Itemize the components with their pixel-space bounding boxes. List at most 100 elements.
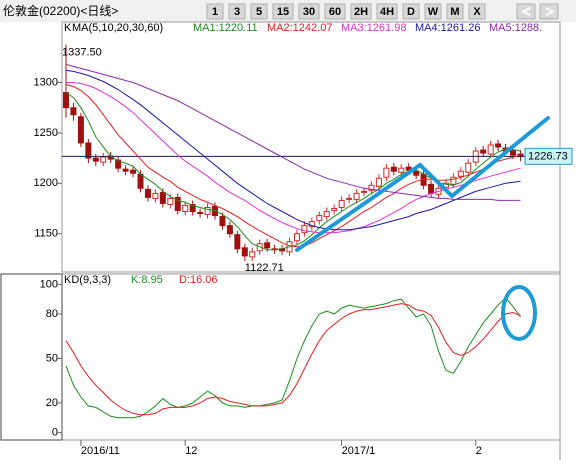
last-price-label: 1226.73	[528, 150, 568, 162]
candle-body	[368, 184, 375, 191]
period-button[interactable]	[272, 3, 294, 20]
legend-entry: MA1:1220.11	[193, 22, 258, 34]
y-tick-label: 0	[52, 426, 58, 438]
candle-body	[465, 162, 472, 173]
candle-body	[428, 183, 435, 194]
candle-body	[63, 92, 69, 109]
period-button[interactable]	[250, 3, 268, 20]
candle-body	[100, 156, 107, 163]
candle-body	[249, 251, 256, 258]
candle-body	[301, 225, 308, 234]
candle-body	[346, 197, 353, 200]
legend-entry: MA4:1261.26	[415, 22, 480, 34]
indicator-label: KD(9,3,3)	[64, 274, 111, 286]
candle-body	[316, 215, 323, 222]
period-button-label: D	[407, 6, 415, 18]
period-button-label: 4H	[380, 6, 394, 18]
candle-body	[197, 212, 204, 215]
candle-body	[189, 203, 196, 213]
candle-body	[480, 149, 487, 154]
kd-axis-frame	[0, 273, 63, 441]
candle-body	[122, 168, 129, 172]
candle-body	[152, 192, 159, 199]
period-button[interactable]	[206, 3, 224, 20]
period-button-label: W	[428, 6, 439, 18]
period-button[interactable]	[402, 3, 420, 20]
period-button[interactable]	[468, 3, 486, 20]
candle-body	[241, 247, 248, 257]
next-button[interactable]	[539, 3, 559, 20]
legend-entry: MA3:1261.98	[341, 22, 406, 34]
period-button[interactable]	[446, 3, 464, 20]
candle-body	[234, 234, 241, 250]
last-price-box	[524, 147, 573, 165]
period-button-label: X	[473, 6, 481, 18]
prev-arrow	[520, 7, 531, 16]
candle-body	[92, 157, 99, 162]
legend-entry: D:16.06	[179, 274, 218, 286]
candle-body	[450, 176, 457, 185]
next-arrow	[545, 7, 556, 16]
series-line	[65, 63, 521, 201]
y-tick-label: 50	[46, 352, 58, 364]
candle-body	[323, 211, 330, 218]
candle-body	[144, 188, 151, 198]
toolbar-title: 伦敦金(02200)<日线>	[3, 3, 118, 18]
candle-body	[77, 116, 84, 144]
y-tick-label: 100	[40, 278, 58, 290]
highlight-circle	[501, 285, 537, 341]
candle-body	[70, 107, 77, 116]
candle-body	[487, 144, 494, 155]
trend-lines	[295, 116, 550, 252]
candle-body	[331, 207, 338, 212]
period-button[interactable]	[298, 3, 320, 20]
y-tick-label: 1250	[34, 127, 58, 139]
series-line	[65, 296, 521, 419]
period-button[interactable]	[228, 3, 246, 20]
candle-body	[174, 196, 181, 212]
candle-body	[204, 206, 211, 216]
candle-body	[375, 177, 382, 187]
candle-body	[182, 204, 189, 213]
period-button-label: 2H	[354, 6, 368, 18]
period-button-label: 30	[303, 6, 315, 18]
y-tick-label: 1200	[34, 177, 58, 189]
y-tick-label: 80	[46, 308, 58, 320]
series-line	[65, 303, 521, 416]
indicator-params: MA(5,10,20,30,60)	[72, 22, 163, 34]
indicator-label: K	[64, 22, 72, 34]
candle-body	[338, 199, 345, 208]
candle-body	[413, 170, 420, 176]
series-line	[65, 69, 521, 231]
legend-entry: MA5:1288.	[489, 22, 542, 34]
series-line	[66, 82, 521, 234]
candle-body	[495, 143, 502, 148]
prev-button[interactable]	[516, 3, 536, 20]
y-tick-label: 1150	[34, 228, 58, 240]
candle-body	[219, 216, 226, 227]
candle-body	[167, 197, 174, 205]
period-button[interactable]	[350, 3, 372, 20]
candle-body	[510, 149, 516, 156]
candle-body	[293, 233, 300, 242]
kd-panel	[61, 273, 561, 441]
candle-body	[115, 159, 122, 169]
price-panel	[61, 21, 561, 273]
period-button[interactable]	[376, 3, 398, 20]
candle-body	[353, 192, 360, 200]
candle-body	[264, 242, 271, 249]
x-tick-label: 2017/1	[342, 445, 376, 457]
y-tick-label: 20	[46, 397, 58, 409]
candle-body	[85, 142, 92, 159]
legend-entry: MA2:1242.07	[267, 22, 332, 34]
period-button-label: M	[450, 6, 459, 18]
candle-body	[390, 166, 397, 172]
candle-body	[226, 225, 233, 235]
x-tick-label: 2	[476, 445, 482, 457]
x-tick-label: 12	[185, 445, 197, 457]
period-button-label: 3	[234, 6, 240, 18]
candle-body	[383, 167, 390, 178]
period-button[interactable]	[424, 3, 442, 20]
period-button[interactable]	[324, 3, 346, 20]
period-button-label: 60	[329, 6, 341, 18]
